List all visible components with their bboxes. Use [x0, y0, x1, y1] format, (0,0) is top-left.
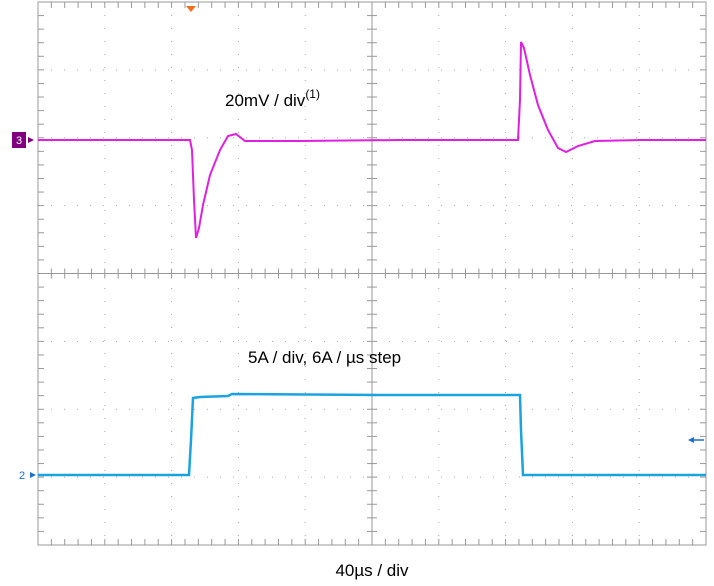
channel-3-scale: 20mV / div(1): [225, 87, 320, 110]
channel-2-arrow: [30, 472, 36, 478]
trigger-level-arrow: [688, 437, 694, 443]
channel-3-arrow: [28, 137, 34, 143]
channel-2-trace: [38, 392, 706, 477]
channel-3-trace: [38, 41, 706, 239]
time-scale: 40µs / div: [335, 561, 409, 580]
graticule: [37, 1, 707, 546]
channel-3-marker: 3: [16, 135, 22, 147]
channel-2-scale: 5A / div, 6A / µs step: [248, 348, 401, 367]
trigger-marker: [186, 6, 196, 12]
channel-2-marker: 2: [19, 470, 25, 482]
channel-3-note: (1): [305, 87, 320, 101]
channel-3-scale-text: 20mV / div: [225, 91, 306, 110]
channel-3-marker-box: [12, 132, 26, 148]
